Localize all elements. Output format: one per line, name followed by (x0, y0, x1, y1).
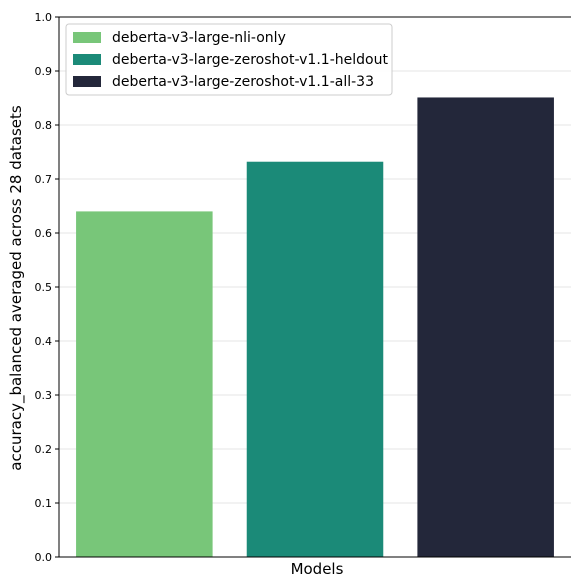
legend-label: deberta-v3-large-zeroshot-v1.1-heldout (112, 52, 388, 68)
y-tick-label: 0.2 (35, 443, 53, 456)
bars (76, 97, 554, 558)
bar-1 (76, 211, 213, 557)
y-ticks: 0.0 0.1 0.2 0.3 0.4 0.5 0.6 0.7 0.8 0.9 1.0 (35, 11, 59, 564)
bar-2 (246, 161, 384, 557)
legend-box (65, 23, 393, 96)
y-tick-label: 0.3 (35, 389, 53, 402)
y-tick-label: 0.0 (35, 551, 53, 564)
y-tick-label: 0.7 (35, 173, 53, 186)
legend-swatch (73, 54, 101, 65)
legend: deberta-v3-large-nli-only deberta-v3-larg… (65, 23, 393, 96)
y-tick-label: 0.1 (35, 497, 53, 510)
legend-label: deberta-v3-large-zeroshot-v1.1-all-33 (112, 74, 374, 90)
bar-3 (417, 97, 554, 558)
y-axis-label: accuracy_balanced averaged across 28 dat… (7, 105, 26, 471)
y-tick-label: 1.0 (35, 11, 53, 24)
y-tick-label: 0.5 (35, 281, 53, 294)
legend-label: deberta-v3-large-nli-only (112, 30, 286, 46)
y-tick-label: 0.6 (35, 227, 53, 240)
y-tick-label: 0.8 (35, 119, 53, 132)
legend-swatch (73, 32, 101, 43)
x-axis-label: Models (291, 560, 344, 575)
legend-swatch (73, 76, 101, 87)
y-tick-label: 0.9 (35, 65, 53, 78)
y-tick-label: 0.4 (35, 335, 53, 348)
